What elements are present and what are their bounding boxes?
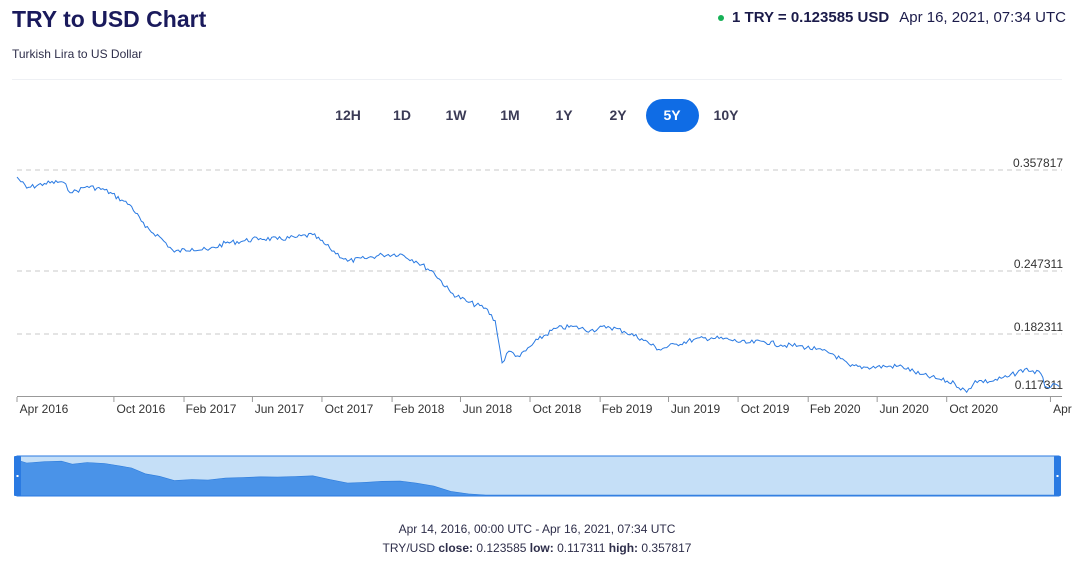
tab-12h[interactable]: 12H [335,107,361,123]
y-axis-label: 0.357817 [1013,156,1063,170]
navigator-area [16,459,1060,497]
y-axis-label: 0.247311 [1014,257,1063,271]
y-axis-label: 0.182311 [1014,320,1063,334]
series-line [16,176,1060,394]
x-axis-label: Apr 2016 [20,402,69,416]
high-label: high: [608,541,639,555]
high-value: 0.357817 [641,541,692,555]
tab-1y[interactable]: 1Y [555,107,573,123]
x-axis-label: Feb 2019 [602,402,653,416]
footer-range: Apr 14, 2016, 00:00 UTC - Apr 16, 2021, … [398,522,676,536]
low-label: low: [529,541,554,555]
y-axis-label: 0.117311 [1015,378,1064,392]
current-rate: 1 TRY = 0.123585 USD Apr 16, 2021, 07:34… [718,9,1066,26]
x-axis-label: Oct 2016 [117,402,166,416]
tab-5y[interactable]: 5Y [645,99,699,132]
close-value: 0.123585 [476,541,527,555]
rate-timestamp: Apr 16, 2021, 07:34 UTC [899,9,1066,26]
footer-stats: TRY/USD close: 0.123585 low: 0.117311 hi… [0,541,1074,555]
live-status-dot-icon [718,14,725,21]
x-axis-label: Jun 2020 [879,402,929,416]
close-label: close: [438,541,474,555]
range-tabs: 12H 1D 1W 1M 1Y 2Y 5Y 10Y [0,99,1074,132]
x-axis-label: Oct 2018 [533,402,582,416]
header-divider [12,79,1062,80]
x-axis-label: Apr 2021 [1053,402,1074,416]
x-axis-label: Feb 2017 [186,402,237,416]
x-axis-label: Oct 2017 [325,402,374,416]
tab-2y[interactable]: 2Y [609,107,627,123]
x-axis-label: Jun 2019 [671,402,721,416]
x-axis-label: Oct 2019 [741,402,790,416]
x-axis-label: Jun 2017 [255,402,305,416]
tab-1w[interactable]: 1W [445,107,467,123]
tab-1m[interactable]: 1M [500,107,520,123]
footer-pair: TRY/USD [382,541,435,555]
x-axis-label: Feb 2018 [394,402,445,416]
tab-10y[interactable]: 10Y [713,107,739,123]
x-axis-label: Oct 2020 [949,402,998,416]
x-axis-label: Feb 2020 [810,402,861,416]
x-axis-label: Jun 2018 [463,402,513,416]
rate-text: 1 TRY = 0.123585 USD [732,9,890,26]
page-title: TRY to USD Chart [12,6,207,32]
page-subtitle: Turkish Lira to US Dollar [12,47,143,61]
tab-1d[interactable]: 1D [393,107,411,123]
low-value: 0.117311 [557,541,606,555]
